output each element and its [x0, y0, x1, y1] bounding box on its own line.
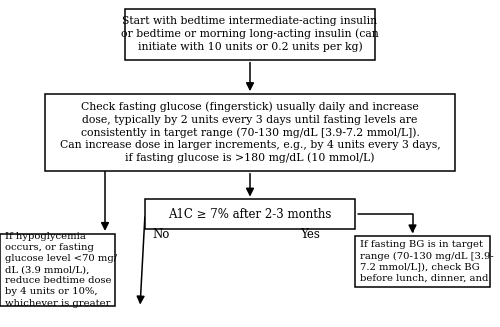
- FancyBboxPatch shape: [0, 234, 115, 306]
- FancyBboxPatch shape: [45, 94, 455, 171]
- FancyBboxPatch shape: [145, 199, 355, 229]
- FancyBboxPatch shape: [125, 9, 375, 60]
- Text: Start with bedtime intermediate-acting insulin
or bedtime or morning long-acting: Start with bedtime intermediate-acting i…: [121, 16, 379, 52]
- Text: Check fasting glucose (fingerstick) usually daily and increase
dose, typically b: Check fasting glucose (fingerstick) usua…: [60, 102, 440, 163]
- Text: If fasting BG is in target
range (70-130 mg/dL [3.9-
7.2 mmol/L]), check BG
befo: If fasting BG is in target range (70-130…: [360, 240, 494, 283]
- Text: A1C ≥ 7% after 2-3 months: A1C ≥ 7% after 2-3 months: [168, 208, 332, 221]
- Text: If hypoglycemia
occurs, or fasting
glucose level <70 mg/
dL (3.9 mmol/L),
reduce: If hypoglycemia occurs, or fasting gluco…: [5, 232, 117, 308]
- FancyBboxPatch shape: [355, 236, 490, 287]
- Text: No: No: [152, 228, 170, 241]
- Text: Yes: Yes: [300, 228, 320, 241]
